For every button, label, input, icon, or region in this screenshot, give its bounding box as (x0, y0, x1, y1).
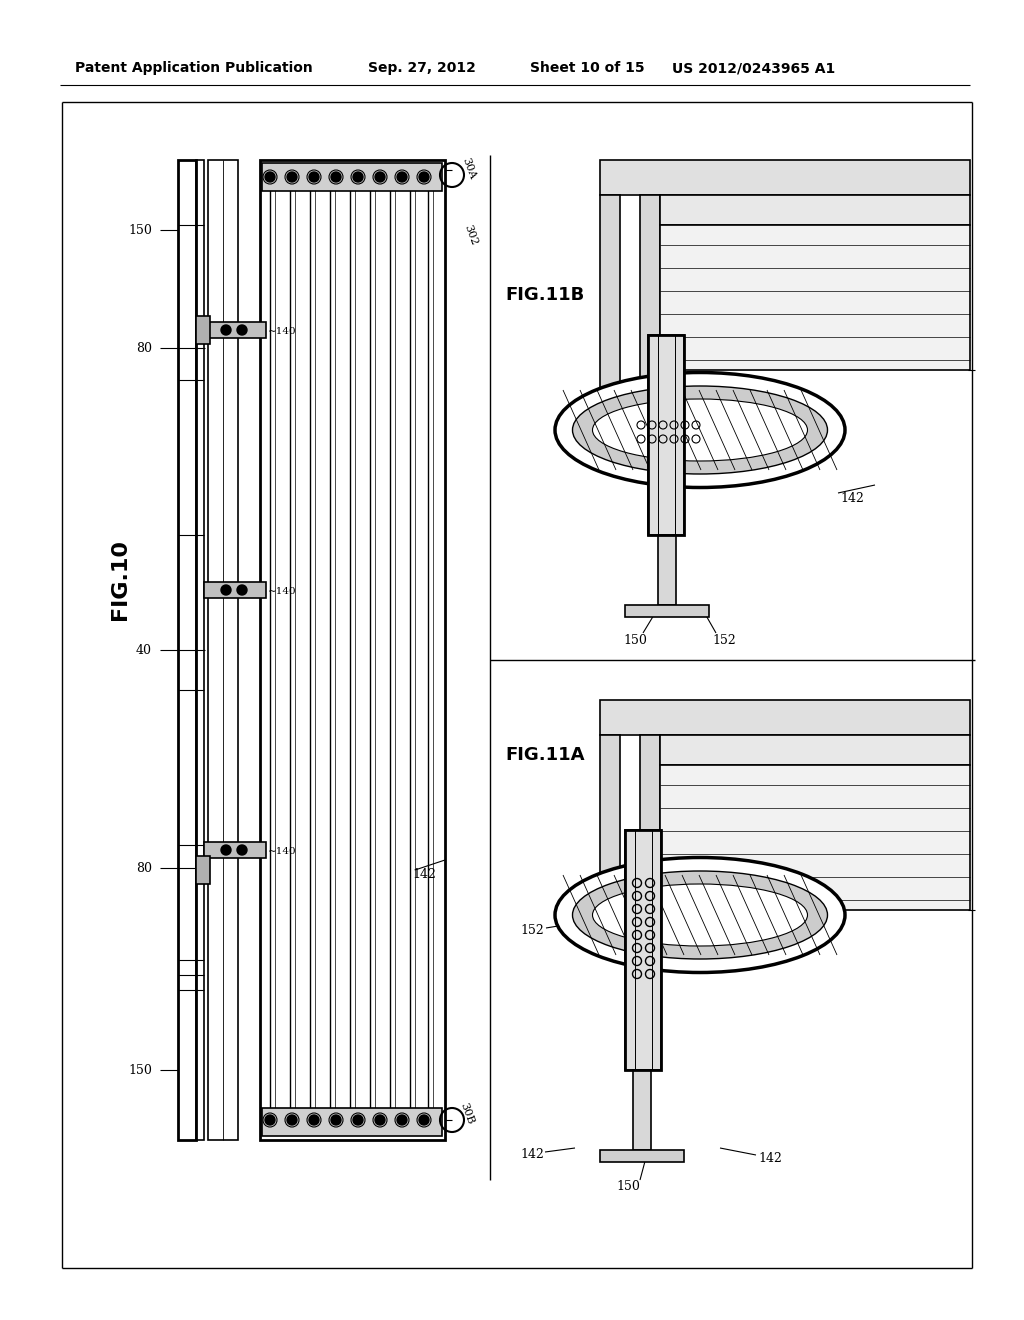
Bar (196, 160, 204, 1140)
Text: 150: 150 (128, 223, 152, 236)
Text: FIG.11B: FIG.11B (505, 286, 585, 304)
Text: FIG.11A: FIG.11A (505, 746, 585, 764)
Text: 40: 40 (136, 644, 152, 656)
Ellipse shape (593, 884, 808, 946)
Circle shape (375, 172, 385, 182)
Bar (625, 830, 662, 1071)
Text: US 2012/0243965 A1: US 2012/0243965 A1 (672, 61, 836, 75)
Circle shape (353, 172, 362, 182)
Bar (600, 1150, 684, 1162)
Circle shape (221, 325, 231, 335)
Bar (648, 335, 684, 535)
Bar (648, 335, 684, 535)
Circle shape (221, 585, 231, 595)
Bar (600, 195, 620, 395)
Circle shape (221, 845, 231, 855)
Circle shape (397, 172, 407, 182)
Text: 150: 150 (616, 1180, 640, 1192)
Bar (208, 160, 238, 1140)
Circle shape (287, 172, 297, 182)
Bar (660, 735, 970, 766)
Bar (640, 195, 660, 395)
Text: FIG.10: FIG.10 (110, 540, 130, 620)
Text: ~140: ~140 (268, 847, 297, 857)
Text: Patent Application Publication: Patent Application Publication (75, 61, 312, 75)
Ellipse shape (555, 372, 845, 487)
Bar (625, 605, 709, 616)
Bar (204, 842, 266, 858)
Bar (600, 700, 970, 735)
Bar (660, 766, 970, 909)
Text: 150: 150 (128, 1064, 152, 1077)
Circle shape (287, 1115, 297, 1125)
Text: 142: 142 (758, 1151, 782, 1164)
Circle shape (265, 172, 275, 182)
Circle shape (331, 1115, 341, 1125)
Text: Sheet 10 of 15: Sheet 10 of 15 (530, 61, 645, 75)
Bar (196, 855, 210, 884)
Text: ~140: ~140 (268, 327, 297, 337)
Circle shape (309, 1115, 319, 1125)
Text: 142: 142 (412, 869, 436, 882)
Bar (660, 195, 970, 224)
Ellipse shape (555, 858, 845, 973)
Text: 142: 142 (840, 491, 864, 504)
Circle shape (237, 325, 247, 335)
Circle shape (419, 172, 429, 182)
Circle shape (375, 1115, 385, 1125)
Text: Sep. 27, 2012: Sep. 27, 2012 (368, 61, 476, 75)
Bar (660, 224, 970, 370)
Circle shape (419, 1115, 429, 1125)
Circle shape (237, 585, 247, 595)
Text: ~140: ~140 (268, 587, 297, 597)
Text: 80: 80 (136, 342, 152, 355)
Text: 80: 80 (136, 862, 152, 874)
Ellipse shape (572, 385, 827, 474)
Text: 302: 302 (462, 223, 478, 247)
Circle shape (353, 1115, 362, 1125)
Bar (204, 322, 266, 338)
Bar (262, 162, 442, 191)
Bar (178, 160, 196, 1140)
Text: 30B: 30B (458, 1101, 475, 1125)
Bar (600, 735, 620, 935)
Circle shape (265, 1115, 275, 1125)
Bar (260, 160, 445, 1140)
Circle shape (331, 172, 341, 182)
Bar (658, 535, 676, 605)
Circle shape (397, 1115, 407, 1125)
Bar (633, 1071, 651, 1150)
Bar (204, 582, 266, 598)
Circle shape (237, 845, 247, 855)
Text: 142: 142 (520, 1148, 544, 1162)
Text: 152: 152 (712, 634, 736, 647)
Ellipse shape (572, 871, 827, 960)
Text: 30A: 30A (460, 156, 477, 180)
Bar (600, 160, 970, 195)
Ellipse shape (593, 399, 808, 461)
Text: 150: 150 (623, 634, 647, 647)
Bar (196, 315, 210, 345)
Circle shape (309, 172, 319, 182)
Bar (262, 1107, 442, 1137)
Bar (640, 735, 660, 935)
Bar (625, 830, 662, 1071)
Text: 152: 152 (520, 924, 544, 936)
